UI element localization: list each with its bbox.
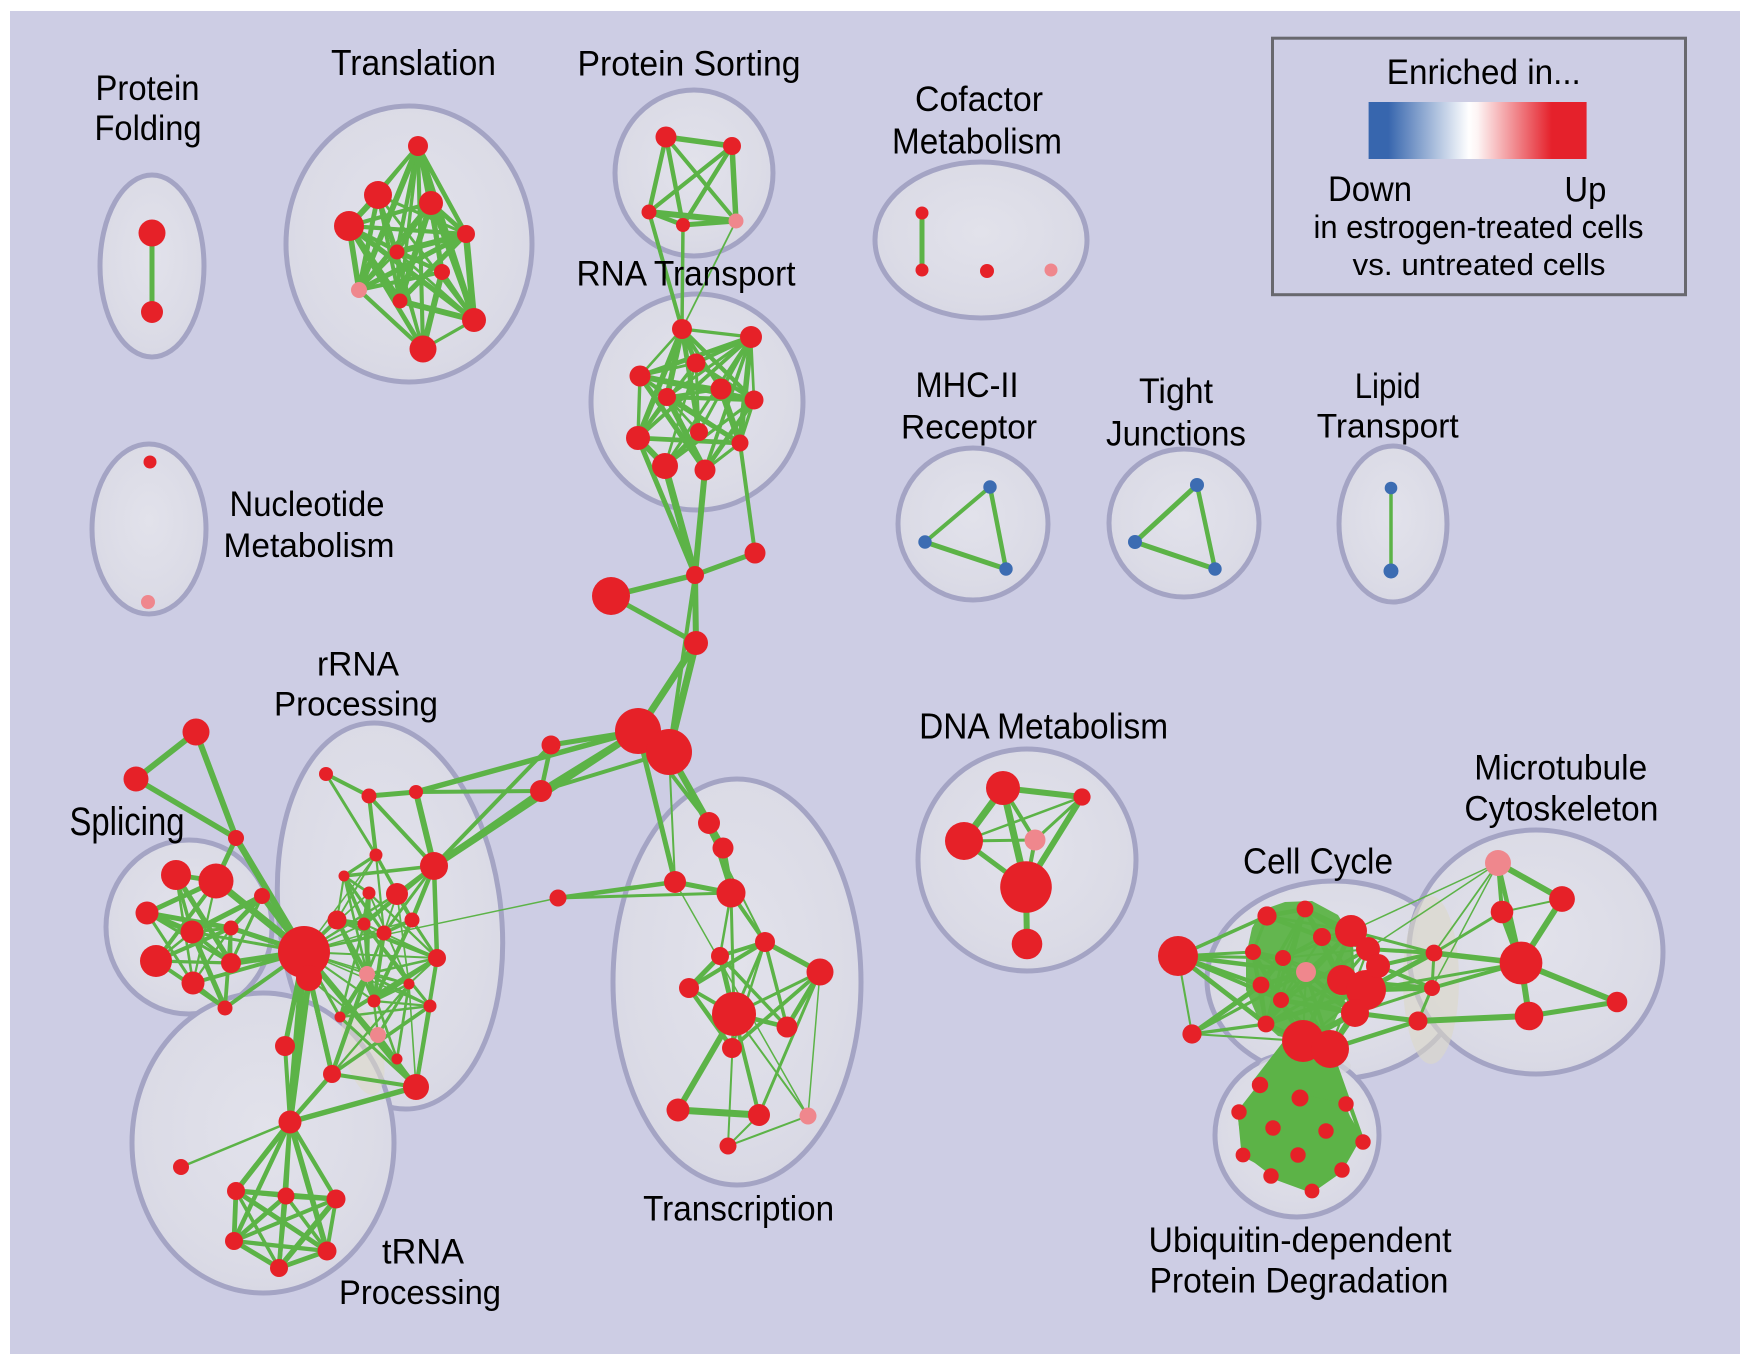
- svg-text:Junctions: Junctions: [1106, 415, 1246, 454]
- svg-text:Nucleotide: Nucleotide: [230, 485, 385, 524]
- svg-text:Microtubule: Microtubule: [1474, 748, 1647, 787]
- svg-text:Cytoskeleton: Cytoskeleton: [1464, 790, 1658, 829]
- svg-text:Folding: Folding: [95, 109, 202, 148]
- svg-text:Receptor: Receptor: [901, 409, 1037, 447]
- svg-text:Protein Degradation: Protein Degradation: [1150, 1262, 1449, 1301]
- svg-text:Metabolism: Metabolism: [892, 121, 1062, 162]
- svg-text:Transcription: Transcription: [643, 1190, 834, 1229]
- svg-text:MHC-II: MHC-II: [916, 366, 1019, 405]
- svg-text:Cell Cycle: Cell Cycle: [1243, 841, 1393, 882]
- svg-text:DNA Metabolism: DNA Metabolism: [919, 706, 1168, 747]
- svg-text:Translation: Translation: [331, 42, 496, 83]
- svg-text:Up: Up: [1564, 171, 1606, 210]
- svg-text:in estrogen-treated cells: in estrogen-treated cells: [1314, 209, 1644, 245]
- svg-text:RNA Transport: RNA Transport: [577, 255, 796, 294]
- svg-text:Protein Sorting: Protein Sorting: [578, 44, 801, 83]
- svg-text:Down: Down: [1328, 170, 1412, 209]
- svg-text:Enriched in...: Enriched in...: [1387, 53, 1581, 92]
- svg-text:vs. untreated cells: vs. untreated cells: [1353, 247, 1606, 282]
- svg-text:Splicing: Splicing: [70, 800, 185, 844]
- svg-text:Processing: Processing: [339, 1274, 501, 1312]
- svg-text:Ubiquitin-dependent: Ubiquitin-dependent: [1149, 1221, 1452, 1260]
- svg-text:Tight: Tight: [1139, 372, 1213, 411]
- svg-text:rRNA: rRNA: [317, 646, 399, 684]
- svg-text:Protein: Protein: [96, 69, 200, 108]
- svg-text:tRNA: tRNA: [382, 1233, 465, 1272]
- svg-text:Transport: Transport: [1317, 408, 1460, 446]
- svg-text:Metabolism: Metabolism: [224, 527, 395, 565]
- svg-text:Lipid: Lipid: [1355, 367, 1421, 406]
- svg-text:Processing: Processing: [274, 686, 438, 724]
- svg-text:Cofactor: Cofactor: [915, 80, 1043, 119]
